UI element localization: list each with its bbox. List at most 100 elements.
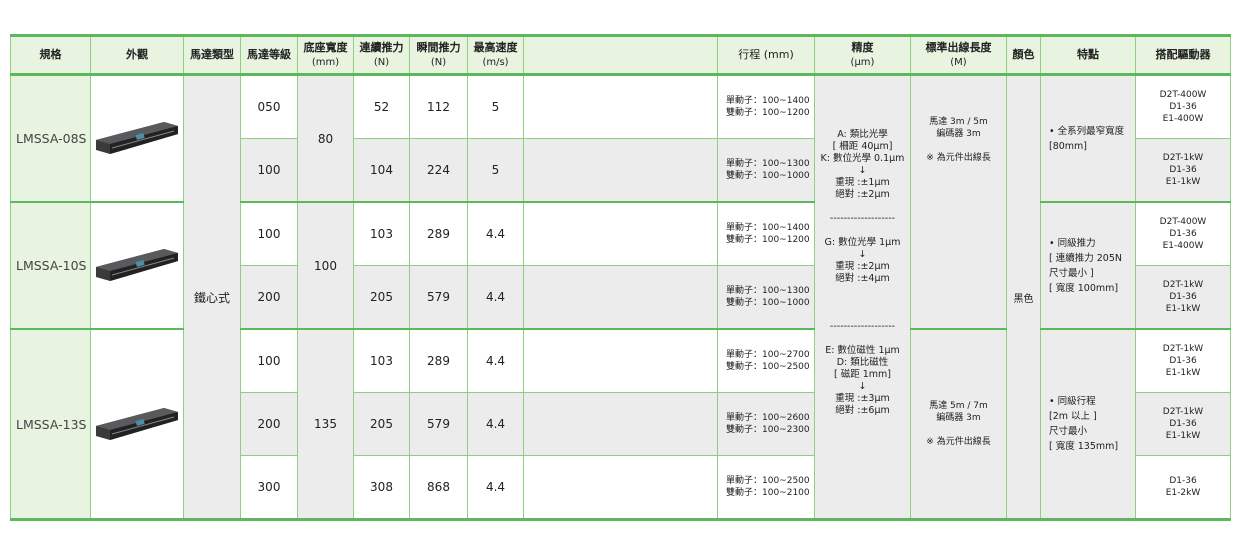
- stroke-line: 雙動子：100~1000: [726, 298, 810, 308]
- appearance-cell: [90, 201, 184, 330]
- motor-grade: 200: [240, 392, 298, 456]
- precision-line: A: 類比光學: [837, 129, 888, 140]
- blank-cell: [523, 392, 718, 456]
- driver-line: E1-1kW: [1165, 431, 1201, 441]
- table-row: LMSSA-08S 鐵心式 050 80 52 112 5 單動子：100~1400 雙動子：1…: [10, 73, 1231, 520]
- motor-grade: 050: [240, 73, 298, 139]
- cable-length: 馬達 3m / 5m 編碼器 3m ※ 為元件出線長: [910, 73, 1007, 330]
- peak-force: 579: [409, 392, 468, 456]
- stroke: 單動子：100~1300 雙動子：100~1000: [717, 138, 815, 203]
- precision-line: E: 數位磁性 1µm: [825, 345, 900, 356]
- precision-line: G: 數位光學 1µm: [824, 237, 901, 248]
- motor-grade: 100: [240, 201, 298, 266]
- max-speed: 4.4: [467, 265, 524, 330]
- cont-force: 52: [353, 73, 410, 139]
- stroke-line: 雙動子：100~2300: [726, 425, 810, 435]
- appearance-cell: [90, 328, 184, 520]
- cont-force: 205: [353, 392, 410, 456]
- precision-line: K: 數位光學 0.1µm: [820, 153, 905, 164]
- blank-cell: [523, 201, 718, 266]
- driver-line: D1-36: [1169, 476, 1197, 486]
- product-image: [96, 407, 178, 440]
- cable-line: 編碼器 3m: [936, 413, 981, 423]
- table-row: 200 205 579 4.4 單動子：100~1300 雙動子：100~1000 D2T-…: [11, 265, 1231, 330]
- cable-line: 馬達 3m / 5m: [929, 117, 988, 127]
- precision-line: [ 磁距 1mm]: [833, 369, 891, 380]
- label: 連續推力: [359, 40, 404, 54]
- stroke: 單動子：100~2500 雙動子：100~2100: [717, 455, 815, 520]
- table-row: LMSSA-10S 100 100 103 289 4.4 單動子：100~1400 雙動子：…: [10, 201, 1231, 330]
- label: 標準出線長度: [925, 40, 992, 54]
- peak-force: 289: [409, 201, 468, 266]
- base-width: 100: [297, 201, 354, 330]
- features: • 同級推力[ 連續推力 205N 尺寸最小 ][ 寬度 100mm]: [1040, 201, 1136, 330]
- precision-line: ↓: [858, 165, 867, 176]
- precision-line: 重現 :±2µm: [835, 261, 890, 272]
- cable-length: 馬達 5m / 7m 編碼器 3m ※ 為元件出線長: [910, 328, 1007, 520]
- table-row: 200 205 579 4.4 單動子：100~2600 雙動子：100~2300 D2T-…: [11, 392, 1231, 456]
- precision-line: [ 柵距 40µm]: [832, 141, 893, 152]
- driver-line: D2T-1kW: [1162, 344, 1204, 354]
- driver-line: D2T-1kW: [1162, 407, 1204, 417]
- stroke-line: 雙動子：100~2500: [726, 362, 810, 372]
- cont-force: 104: [353, 138, 410, 203]
- cable-line: 馬達 5m / 7m: [929, 401, 988, 411]
- label: 精度: [851, 40, 874, 54]
- header-row: 規格 外觀 馬達類型 馬達等級 底座寬度 (mm) 連續推力 (N) 瞬間推力 (N)…: [10, 35, 1231, 76]
- driver: D2T-1kW D1-36 E1-1kW: [1135, 265, 1231, 330]
- model-name: LMSSA-08S: [10, 73, 91, 203]
- driver: D2T-400W D1-36 E1-400W: [1135, 73, 1231, 139]
- base-width: 80: [297, 73, 354, 203]
- peak-force: 579: [409, 265, 468, 330]
- col-model: 規格: [10, 35, 91, 76]
- feature-line: [ 寬度 100mm]: [1049, 282, 1119, 294]
- precision-line: 絕對 :±2µm: [835, 189, 890, 200]
- blank-cell: [523, 265, 718, 330]
- stroke-line: 雙動子：100~2100: [726, 488, 810, 498]
- feature-line: [ 寬度 135mm]: [1049, 441, 1119, 452]
- max-speed: 5: [467, 138, 524, 203]
- stroke: 單動子：100~1400 雙動子：100~1200: [717, 201, 815, 266]
- cont-force: 103: [353, 201, 410, 266]
- precision-line: 重現 :±3µm: [835, 393, 890, 404]
- col-color: 顏色: [1006, 35, 1041, 76]
- driver-line: D1-36: [1169, 165, 1197, 175]
- unit: (m/s): [482, 56, 509, 68]
- col-motor-grade: 馬達等級: [240, 35, 298, 76]
- col-blank: [523, 35, 718, 76]
- model-name: LMSSA-10S: [10, 201, 91, 330]
- motor-grade: 300: [240, 455, 298, 520]
- col-max-speed: 最高速度 (m/s): [467, 35, 524, 76]
- col-features: 特點: [1040, 35, 1136, 76]
- driver-line: E1-400W: [1162, 241, 1204, 251]
- driver: D1-36 E1-2kW: [1135, 455, 1231, 520]
- unit: (M): [950, 56, 967, 68]
- driver-line: D1-36: [1169, 102, 1197, 112]
- blank-cell: [523, 73, 718, 139]
- driver-line: D1-36: [1169, 356, 1197, 366]
- feature-line: 尺寸最小 ]: [1049, 267, 1094, 279]
- cable-line: ※ 為元件出線長: [926, 437, 991, 447]
- features: • 同級行程 [2m 以上 ] 尺寸最小[ 寬度 135mm]: [1040, 328, 1136, 520]
- unit: (N): [430, 56, 447, 68]
- cable-line: ※ 為元件出線長: [926, 153, 991, 163]
- cable-line: 編碼器 3m: [936, 129, 981, 139]
- features: • 全系列最窄寬度 [80mm]: [1040, 73, 1136, 203]
- cont-force: 205: [353, 265, 410, 330]
- precision: A: 類比光學[ 柵距 40µm] K: 數位光學 0.1µm ↓ 重現 :±1µm 絕…: [814, 73, 911, 520]
- precision-line: 絕對 :±6µm: [835, 405, 890, 416]
- blank-cell: [523, 138, 718, 203]
- max-speed: 5: [467, 73, 524, 139]
- precision-line: 絕對 :±4µm: [835, 273, 890, 284]
- peak-force: 289: [409, 328, 468, 393]
- max-speed: 4.4: [467, 392, 524, 456]
- stroke-line: 雙動子：100~1200: [726, 235, 810, 245]
- motor-grade: 100: [240, 328, 298, 393]
- table-row: 300 308 868 4.4 單動子：100~2500 雙動子：100~2100 D1-3…: [11, 455, 1231, 520]
- driver-line: E1-400W: [1162, 114, 1204, 124]
- max-speed: 4.4: [467, 455, 524, 520]
- feature-line: [2m 以上 ]: [1049, 411, 1097, 422]
- col-cont-force: 連續推力 (N): [353, 35, 410, 76]
- stroke: 單動子：100~1300 雙動子：100~1000: [717, 265, 815, 330]
- motor-grade: 200: [240, 265, 298, 330]
